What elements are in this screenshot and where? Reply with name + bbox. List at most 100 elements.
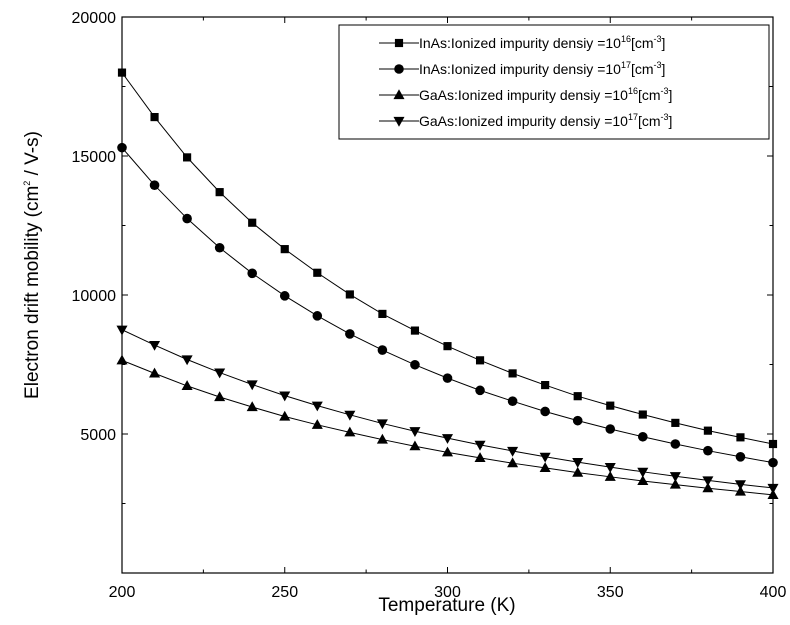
y-axis-title: Electron drift mobility (cm2 / V-s) bbox=[22, 131, 43, 399]
data-point bbox=[442, 373, 453, 383]
data-point bbox=[441, 434, 454, 444]
data-point bbox=[540, 406, 550, 417]
y-tick-label: 5000 bbox=[80, 427, 116, 444]
y-tick-label: 20000 bbox=[72, 10, 117, 27]
data-point bbox=[149, 180, 160, 190]
x-tick-label: 300 bbox=[434, 584, 461, 601]
data-point bbox=[573, 392, 582, 401]
legend-label: InAs:Ionized impurity densiy =1016[cm-3] bbox=[419, 34, 665, 51]
data-point bbox=[149, 367, 161, 378]
data-point bbox=[572, 466, 584, 477]
data-point bbox=[604, 463, 616, 473]
data-point bbox=[409, 427, 421, 437]
data-point bbox=[702, 476, 714, 487]
data-point bbox=[279, 291, 290, 301]
data-point bbox=[150, 113, 159, 122]
data-point bbox=[702, 482, 714, 493]
plot-area bbox=[116, 68, 779, 499]
data-point bbox=[181, 380, 193, 390]
data-point bbox=[376, 433, 388, 444]
x-axis-title: Temperature (K) bbox=[378, 595, 515, 616]
data-point bbox=[474, 440, 486, 451]
legend-entry: InAs:Ionized impurity densiy =1016[cm-3] bbox=[379, 34, 665, 51]
data-point bbox=[572, 415, 583, 426]
x-tick-label: 250 bbox=[271, 584, 298, 601]
series-2 bbox=[117, 142, 778, 468]
data-point bbox=[605, 424, 616, 434]
data-point bbox=[410, 326, 420, 335]
data-point bbox=[246, 401, 258, 412]
data-point bbox=[541, 380, 550, 390]
legend-entry: GaAs:Ionized impurity densiy =1017[cm-3] bbox=[379, 112, 672, 129]
data-point bbox=[280, 245, 289, 254]
data-point bbox=[345, 329, 355, 339]
data-point bbox=[149, 340, 161, 351]
data-point bbox=[247, 268, 257, 279]
data-point bbox=[441, 446, 454, 457]
data-point bbox=[378, 309, 387, 318]
data-point bbox=[703, 426, 712, 435]
data-point bbox=[345, 290, 354, 299]
legend-label: GaAs:Ionized impurity densiy =1016[cm-3] bbox=[419, 86, 672, 103]
legend-entry: GaAs:Ionized impurity densiy =1016[cm-3] bbox=[379, 86, 672, 103]
legend-marker bbox=[393, 116, 405, 127]
legend-box bbox=[338, 24, 770, 140]
data-point bbox=[734, 485, 746, 496]
x-tick-label: 400 bbox=[760, 584, 787, 601]
data-point bbox=[279, 410, 291, 421]
data-point bbox=[669, 478, 681, 489]
data-point bbox=[670, 439, 681, 449]
data-point bbox=[410, 359, 420, 370]
data-point bbox=[313, 268, 322, 277]
series-line bbox=[121, 329, 774, 489]
data-point bbox=[474, 452, 486, 462]
legend-marker bbox=[394, 38, 404, 48]
data-point bbox=[409, 440, 421, 451]
data-point bbox=[507, 457, 519, 468]
legend-entry: InAs:Ionized impurity densiy =1017[cm-3] bbox=[379, 60, 665, 77]
data-point bbox=[214, 368, 226, 379]
legend: InAs:Ionized impurity densiy =1016[cm-3]… bbox=[338, 24, 770, 140]
data-point bbox=[671, 418, 680, 427]
y-tick-label: 15000 bbox=[72, 149, 117, 166]
data-point bbox=[735, 451, 746, 462]
data-point bbox=[736, 433, 745, 442]
legend-label: GaAs:Ionized impurity densiy =1017[cm-3] bbox=[419, 112, 672, 129]
data-point bbox=[279, 391, 291, 402]
data-point bbox=[311, 419, 323, 429]
series-3 bbox=[116, 354, 779, 499]
data-point bbox=[246, 380, 258, 391]
data-point bbox=[703, 445, 713, 456]
legend-marker bbox=[393, 89, 405, 100]
data-point bbox=[475, 356, 485, 365]
data-point bbox=[312, 311, 323, 321]
y-tick-label: 10000 bbox=[72, 288, 117, 305]
data-point bbox=[507, 396, 518, 406]
data-point bbox=[311, 401, 323, 412]
data-point bbox=[248, 218, 257, 227]
axes: 200 250 300 350 400 5000 10000 15000 20000 bbox=[72, 10, 787, 601]
data-point bbox=[638, 431, 648, 442]
data-point bbox=[638, 410, 647, 419]
y-axis-title-sup: 2 bbox=[22, 181, 32, 186]
data-point bbox=[637, 467, 649, 478]
data-point bbox=[637, 475, 649, 486]
series-4 bbox=[116, 325, 779, 494]
data-point bbox=[377, 345, 388, 355]
data-point bbox=[539, 462, 551, 472]
data-point bbox=[214, 391, 226, 402]
data-point bbox=[376, 419, 388, 430]
data-point bbox=[508, 369, 517, 378]
legend-label: InAs:Ionized impurity densiy =1017[cm-3] bbox=[419, 60, 665, 77]
data-point bbox=[182, 213, 192, 224]
data-point bbox=[606, 401, 615, 410]
data-point bbox=[344, 410, 356, 421]
data-point bbox=[443, 342, 452, 351]
legend-marker bbox=[394, 64, 404, 74]
y-axis-title-tail: / V-s) bbox=[22, 131, 43, 181]
data-point bbox=[539, 452, 551, 463]
data-point bbox=[183, 153, 192, 162]
data-point bbox=[344, 426, 356, 437]
data-point bbox=[734, 480, 746, 491]
